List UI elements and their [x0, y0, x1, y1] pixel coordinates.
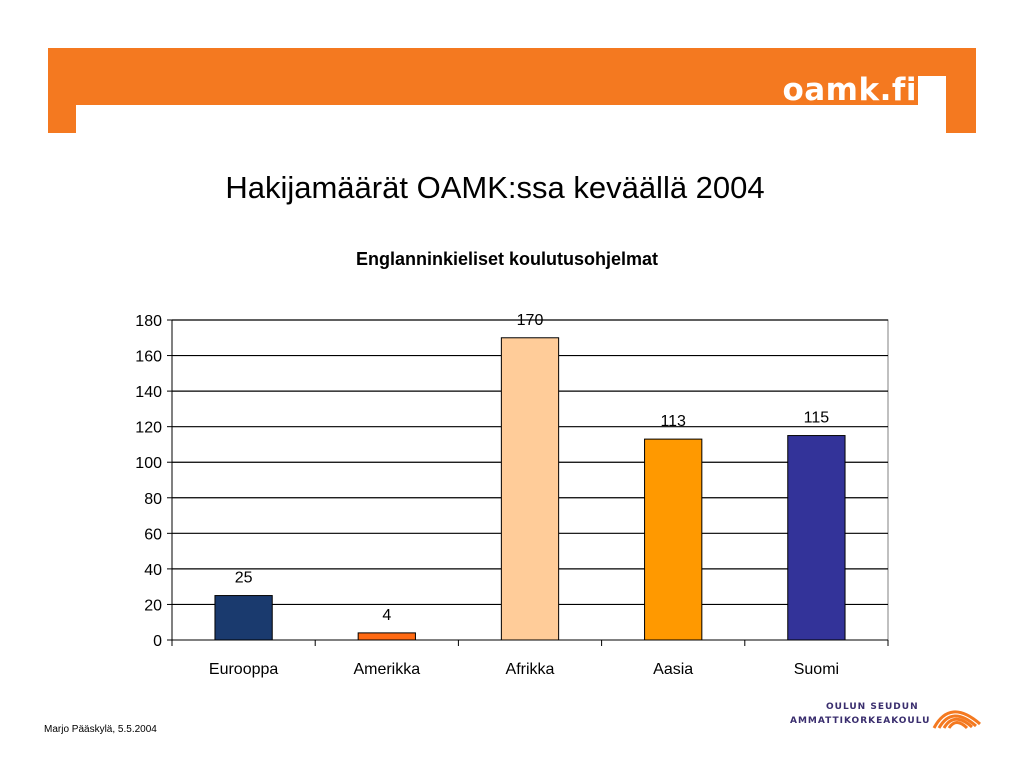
- bar-afrikka: [500, 337, 560, 641]
- x-tick-label: Eurooppa: [209, 661, 278, 678]
- chart-title: Englanninkieliset koulutusohjelmat: [356, 249, 658, 269]
- header-band-tail: [946, 105, 976, 133]
- x-tick-label: Suomi: [794, 661, 839, 678]
- y-tick-label: 60: [144, 526, 162, 543]
- x-tick-label: Afrikka: [506, 661, 555, 678]
- brand-logo-text: oamk.fi: [782, 72, 917, 108]
- data-label: 115: [804, 410, 830, 427]
- header-band-stub: [48, 105, 76, 133]
- oamk-arc-logo-icon: [932, 710, 981, 730]
- bar-amerikka: [357, 632, 416, 641]
- org-name-line2: AMMATTIKORKEAKOULU: [790, 716, 931, 726]
- header-band: [48, 48, 976, 105]
- y-tick-label: 40: [144, 562, 162, 579]
- org-name-line1: OULUN SEUDUN: [826, 702, 919, 712]
- y-tick-label: 120: [135, 420, 162, 437]
- y-tick-label: 180: [135, 313, 162, 330]
- bar-eurooppa: [214, 595, 273, 641]
- y-tick-label: 100: [135, 455, 162, 472]
- org-name: OULUN SEUDUN AMMATTIKORKEAKOULU: [790, 700, 930, 728]
- bar-chart: Englanninkieliset koulutusohjelmat 0 20 40…: [135, 249, 889, 678]
- y-tick-label: 20: [144, 597, 162, 614]
- data-label: 113: [660, 413, 686, 430]
- header-notch: [918, 76, 946, 105]
- x-tick-label: Amerikka: [353, 661, 420, 678]
- y-tick-label: 160: [135, 349, 162, 366]
- data-label: 4: [382, 607, 391, 624]
- slide-title: Hakijamäärät OAMK:ssa keväällä 2004: [225, 170, 765, 205]
- bars: [214, 337, 846, 641]
- data-label: 170: [517, 312, 544, 329]
- footer-author-date: Marjo Pääskylä, 5.5.2004: [44, 724, 157, 735]
- y-tick-label: 80: [144, 491, 162, 508]
- axes: 0 20 40 60 80 100 120 140 160 180 Eurooppa Amerikka…: [135, 313, 889, 678]
- bar-suomi: [787, 435, 846, 641]
- x-tick-label: Aasia: [653, 661, 693, 678]
- y-tick-label: 0: [153, 633, 162, 650]
- y-tick-label: 140: [135, 384, 162, 401]
- data-labels: 25 4 170 113 115: [235, 312, 830, 624]
- bar-aasia: [644, 438, 703, 641]
- data-label: 25: [235, 570, 253, 587]
